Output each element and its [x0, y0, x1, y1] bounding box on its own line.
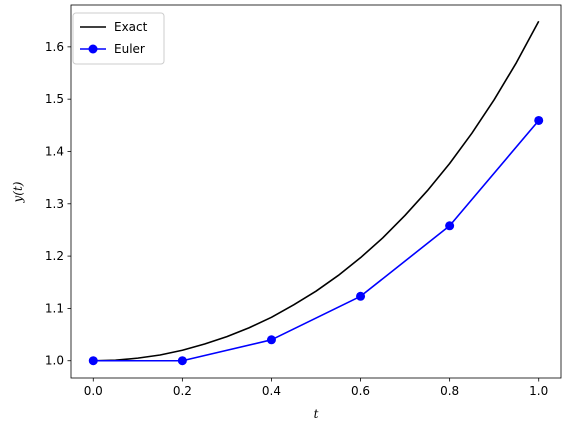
x-tick-label: 0.2	[173, 384, 192, 398]
data-point-euler	[266, 335, 276, 345]
x-tick-label: 0.8	[440, 384, 459, 398]
data-point-euler	[534, 115, 544, 125]
series-line-euler	[93, 119, 540, 362]
data-point-euler	[88, 356, 98, 366]
x-axis-label: t	[314, 407, 319, 421]
y-tick-label: 1.4	[45, 144, 64, 158]
data-point-euler	[356, 291, 366, 301]
x-tick-label: 1.0	[529, 384, 548, 398]
y-tick-label: 1.1	[45, 301, 64, 315]
series-layer	[88, 20, 544, 366]
data-point-euler	[177, 356, 187, 366]
y-tick-label: 1.6	[45, 40, 64, 54]
y-tick-label: 1.0	[45, 354, 64, 368]
legend-marker-euler	[88, 44, 98, 54]
y-axis-label: y(t)	[11, 181, 25, 203]
y-tick-label: 1.3	[45, 197, 64, 211]
plot-frame	[70, 4, 562, 379]
x-tick-label: 0.4	[262, 384, 281, 398]
x-tick-label: 0.6	[351, 384, 370, 398]
y-tick-label: 1.2	[45, 249, 64, 263]
legend-label-euler: Euler	[114, 42, 145, 56]
data-point-euler	[445, 221, 455, 231]
series-line-exact	[93, 20, 540, 362]
x-axis-ticks: 0.0 0.2 0.4 0.6 0.8 1.0	[84, 378, 548, 398]
y-tick-label: 1.5	[45, 92, 64, 106]
y-axis-ticks: 1.0 1.1 1.2 1.3 1.4 1.5 1.6	[45, 40, 71, 368]
legend-label-exact: Exact	[114, 20, 148, 34]
x-tick-label: 0.0	[84, 384, 103, 398]
legend: Exact Euler	[72, 12, 165, 65]
